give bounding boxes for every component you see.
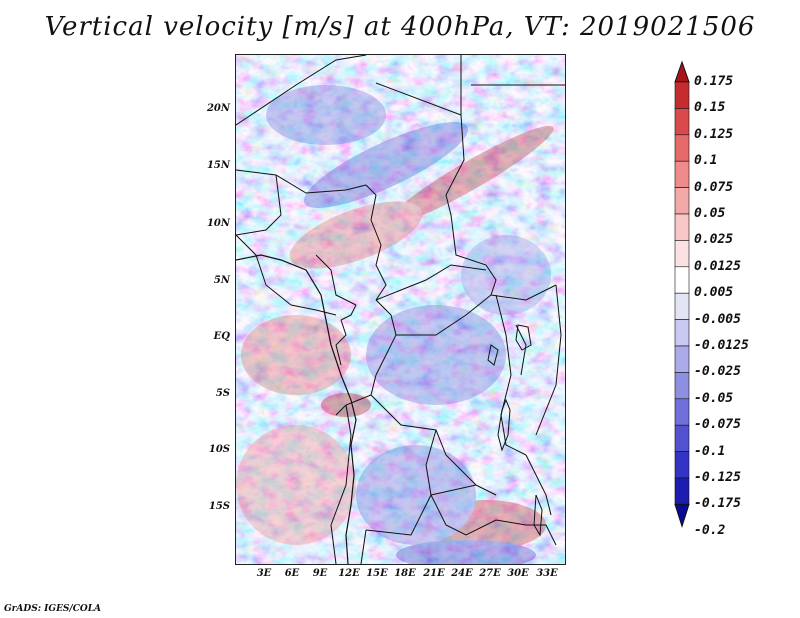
colorbar-swatch bbox=[674, 292, 690, 320]
map-plot-area bbox=[235, 54, 566, 565]
lat-label-5n: 5N bbox=[213, 275, 230, 286]
colorbar-swatch bbox=[674, 240, 690, 268]
lat-label-15s: 15S bbox=[208, 501, 230, 512]
lon-label-21e: 21E bbox=[423, 568, 445, 579]
velocity-regions bbox=[236, 85, 554, 564]
colorbar-upper-arrow bbox=[674, 60, 690, 83]
velocity-shading bbox=[236, 55, 565, 564]
lon-label-9e: 9E bbox=[312, 568, 328, 579]
colorbar-tick-label: 0.025 bbox=[694, 232, 734, 248]
colorbar-swatch bbox=[674, 319, 690, 347]
colorbar-tick-label: 0.1 bbox=[694, 153, 718, 169]
colorbar-swatch bbox=[674, 213, 690, 241]
lon-label-6e: 6E bbox=[284, 568, 300, 579]
lat-label-10n: 10N bbox=[206, 218, 230, 229]
lon-label-3e: 3E bbox=[256, 568, 272, 579]
lon-label-15e: 15E bbox=[366, 568, 388, 579]
lon-label-24e: 24E bbox=[451, 568, 473, 579]
vertical-velocity-field bbox=[236, 55, 565, 564]
colorbar-swatch bbox=[674, 477, 690, 505]
colorbar-swatch bbox=[674, 424, 690, 452]
colorbar-swatch bbox=[674, 81, 690, 109]
colorbar-tick-label: -0.2 bbox=[694, 522, 726, 538]
lon-label-12e: 12E bbox=[338, 568, 360, 579]
lat-label-15n: 15N bbox=[206, 160, 230, 171]
colorbar-swatch bbox=[674, 187, 690, 215]
grads-credit: GrADS: IGES/COLA bbox=[4, 604, 102, 614]
lat-label-5s: 5S bbox=[215, 388, 230, 399]
coastline bbox=[236, 254, 357, 564]
lat-label-eq: EQ bbox=[213, 331, 230, 342]
colorbar-lower-arrow bbox=[674, 503, 690, 529]
colorbar-tick-label: 0.0125 bbox=[694, 258, 741, 274]
colorbar-tick-label: -0.0125 bbox=[694, 338, 749, 353]
colorbar-tick-label: 0.075 bbox=[694, 179, 734, 195]
colorbar-tick-label: -0.075 bbox=[694, 417, 741, 433]
colorbar-tick-label: 0.15 bbox=[694, 100, 726, 116]
colorbar-tick-label: 0.05 bbox=[694, 206, 726, 221]
colorbar-swatch bbox=[674, 398, 690, 426]
colorbar-swatch bbox=[674, 266, 690, 294]
lon-label-33e: 33E bbox=[536, 568, 558, 579]
colorbar-tick-label: -0.1 bbox=[694, 443, 726, 459]
colorbar-swatch bbox=[674, 372, 690, 400]
colorbar-swatch bbox=[674, 160, 690, 188]
country-borders bbox=[236, 55, 565, 564]
colorbar-tick-label: 0.005 bbox=[694, 285, 734, 301]
chart-title: Vertical velocity [m/s] at 400hPa, VT: 2… bbox=[44, 12, 756, 42]
colorbar-tick-label: -0.005 bbox=[694, 311, 741, 327]
colorbar-tick-label: 0.125 bbox=[694, 126, 734, 142]
lakes bbox=[487, 324, 543, 537]
colorbar-tick-label: -0.125 bbox=[694, 470, 741, 485]
colorbar-swatch bbox=[674, 451, 690, 479]
colorbar bbox=[674, 60, 690, 529]
colorbar-swatch bbox=[674, 108, 690, 136]
colorbar-swatch bbox=[674, 345, 690, 373]
lat-label-10s: 10S bbox=[208, 444, 230, 455]
colorbar-tick-label: -0.05 bbox=[694, 390, 734, 406]
colorbar-swatch bbox=[674, 134, 690, 162]
lat-label-20n: 20N bbox=[206, 103, 230, 114]
colorbar-tick-label: 0.175 bbox=[694, 74, 734, 89]
lon-label-30e: 30E bbox=[507, 568, 529, 579]
colorbar-tick-label: -0.175 bbox=[694, 496, 741, 512]
lon-label-27e: 27E bbox=[479, 568, 501, 579]
lon-label-18e: 18E bbox=[394, 568, 416, 579]
colorbar-tick-label: -0.025 bbox=[694, 364, 741, 380]
